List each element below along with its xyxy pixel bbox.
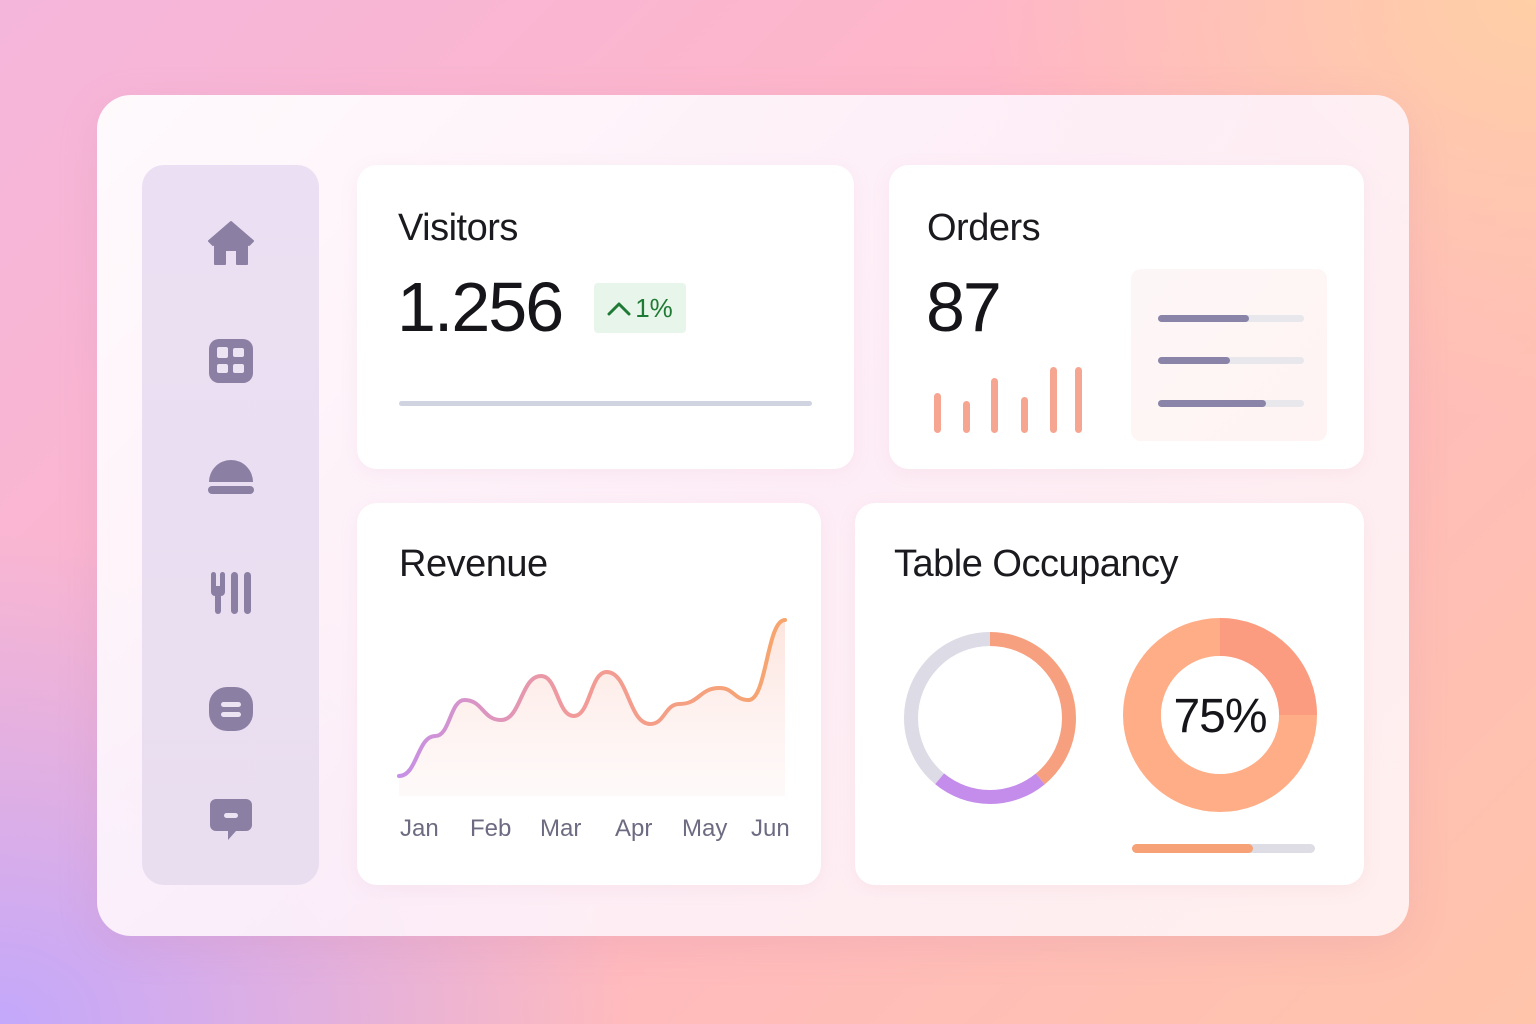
orders-title: Orders	[927, 207, 1041, 249]
occupancy-donut-hole	[1161, 656, 1279, 774]
orders-progress-track	[1158, 315, 1304, 322]
visitors-value: 1.256	[397, 268, 564, 346]
arrow-up-icon	[607, 302, 631, 316]
orders-mini-bar	[1050, 367, 1057, 433]
revenue-line	[397, 618, 787, 778]
sidebar-item-dashboard[interactable]	[203, 333, 259, 389]
orders-mini-bar	[1075, 367, 1082, 433]
cloche-icon	[207, 460, 254, 494]
sidebar-item-food[interactable]	[203, 565, 259, 621]
orders-progress-fill	[1158, 315, 1249, 322]
home-icon	[207, 221, 254, 265]
revenue-month-label: Jan	[400, 815, 439, 842]
occupancy-ring-segment	[904, 632, 1076, 804]
visitors-sparkline	[399, 401, 812, 406]
revenue-month-label: Mar	[540, 815, 582, 842]
revenue-area	[399, 620, 785, 796]
occupancy-title: Table Occupancy	[894, 543, 1179, 585]
sidebar-item-home[interactable]	[203, 215, 259, 271]
occupancy-ring-chart	[904, 632, 1076, 804]
revenue-month-label: May	[682, 815, 728, 842]
orders-progress-track	[1158, 357, 1304, 364]
orders-value: 87	[926, 268, 1002, 346]
revenue-title: Revenue	[399, 543, 548, 585]
dashboard-grid-icon	[208, 339, 253, 383]
occupancy-progress-track	[1132, 844, 1315, 853]
orders-mini-bar	[991, 378, 998, 433]
sidebar-item-messages[interactable]	[203, 792, 259, 848]
utensils-icon	[210, 572, 251, 614]
orders-progress-fill	[1158, 357, 1230, 364]
occupancy-charts	[904, 618, 1317, 812]
sidebar-item-orders[interactable]	[203, 681, 259, 737]
visitors-title: Visitors	[398, 207, 518, 249]
occupancy-progress-fill	[1132, 844, 1253, 853]
orders-mini-bar	[934, 393, 941, 433]
orders-progress-track	[1158, 400, 1304, 407]
revenue-month-label: Apr	[615, 815, 653, 842]
receipt-icon	[208, 687, 253, 731]
occupancy-donut-highlight	[1219, 618, 1317, 716]
sidebar-item-menu[interactable]	[203, 450, 259, 506]
message-icon	[209, 799, 252, 840]
occupancy-card[interactable]: Table Occupancy 75%	[855, 503, 1364, 885]
revenue-month-label: Feb	[470, 815, 512, 842]
visitors-change-badge: 1%	[594, 283, 686, 333]
visitors-card[interactable]: Visitors 1.256 1%	[357, 165, 854, 469]
sidebar	[142, 165, 319, 885]
occupancy-ring-segment	[904, 632, 1076, 804]
orders-progress-panel	[1131, 269, 1327, 441]
occupancy-donut-label: 75%	[1173, 690, 1267, 743]
orders-mini-bar	[1021, 397, 1028, 433]
orders-card[interactable]: Orders 87	[889, 165, 1364, 469]
visitors-change-value: 1%	[635, 292, 673, 323]
revenue-month-label: Jun	[751, 815, 790, 842]
orders-mini-bar	[963, 401, 970, 433]
orders-progress-fill	[1158, 400, 1267, 407]
revenue-card[interactable]: Revenue Jan Feb Mar Apr May Jun	[357, 503, 821, 885]
revenue-chart	[397, 618, 787, 796]
